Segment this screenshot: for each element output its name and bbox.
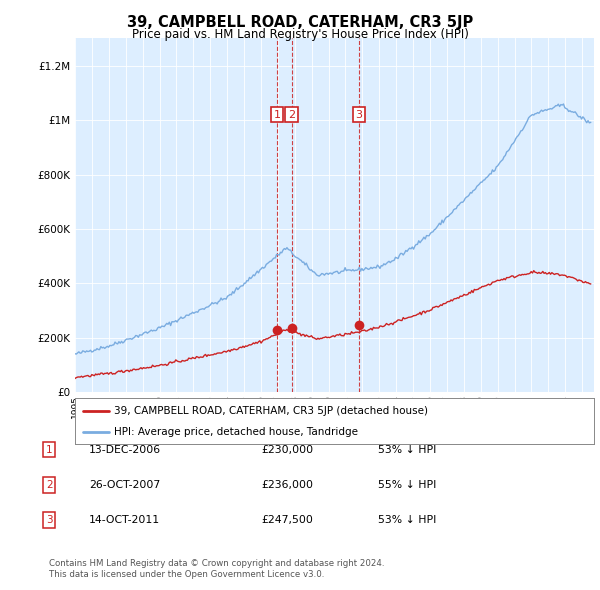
Text: 13-DEC-2006: 13-DEC-2006 bbox=[89, 445, 161, 454]
Text: 14-OCT-2011: 14-OCT-2011 bbox=[89, 516, 160, 525]
Text: £236,000: £236,000 bbox=[261, 480, 313, 490]
Text: 1: 1 bbox=[274, 110, 281, 120]
Text: 26-OCT-2007: 26-OCT-2007 bbox=[89, 480, 160, 490]
Text: 2: 2 bbox=[288, 110, 295, 120]
Text: £247,500: £247,500 bbox=[261, 516, 313, 525]
Text: 3: 3 bbox=[46, 516, 53, 525]
Text: 39, CAMPBELL ROAD, CATERHAM, CR3 5JP: 39, CAMPBELL ROAD, CATERHAM, CR3 5JP bbox=[127, 15, 473, 30]
Text: 55% ↓ HPI: 55% ↓ HPI bbox=[378, 480, 436, 490]
Text: 53% ↓ HPI: 53% ↓ HPI bbox=[378, 445, 436, 454]
Text: 3: 3 bbox=[355, 110, 362, 120]
Text: 2: 2 bbox=[46, 480, 53, 490]
Text: 39, CAMPBELL ROAD, CATERHAM, CR3 5JP (detached house): 39, CAMPBELL ROAD, CATERHAM, CR3 5JP (de… bbox=[114, 405, 428, 415]
Text: This data is licensed under the Open Government Licence v3.0.: This data is licensed under the Open Gov… bbox=[49, 571, 325, 579]
Text: £230,000: £230,000 bbox=[261, 445, 313, 454]
Text: 53% ↓ HPI: 53% ↓ HPI bbox=[378, 516, 436, 525]
Text: HPI: Average price, detached house, Tandridge: HPI: Average price, detached house, Tand… bbox=[114, 427, 358, 437]
Text: Contains HM Land Registry data © Crown copyright and database right 2024.: Contains HM Land Registry data © Crown c… bbox=[49, 559, 385, 568]
Text: Price paid vs. HM Land Registry's House Price Index (HPI): Price paid vs. HM Land Registry's House … bbox=[131, 28, 469, 41]
Text: 1: 1 bbox=[46, 445, 53, 454]
